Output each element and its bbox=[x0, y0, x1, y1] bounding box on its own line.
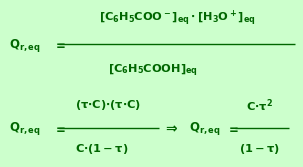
Text: $\mathbf{C{\cdot}\tau^2}$: $\mathbf{C{\cdot}\tau^2}$ bbox=[246, 97, 272, 114]
Text: $\mathbf{(\tau{\cdot}C){\cdot}(\tau{\cdot}C)}$: $\mathbf{(\tau{\cdot}C){\cdot}(\tau{\cdo… bbox=[75, 98, 141, 112]
Text: $\mathbf{=}$: $\mathbf{=}$ bbox=[53, 38, 66, 51]
Text: $\mathbf{Q_{r,eq}}$: $\mathbf{Q_{r,eq}}$ bbox=[9, 37, 41, 54]
Text: $\mathbf{C{\cdot}(1-\tau)}$: $\mathbf{C{\cdot}(1-\tau)}$ bbox=[75, 142, 128, 156]
Text: $\mathbf{Q_{r,eq}}$: $\mathbf{Q_{r,eq}}$ bbox=[9, 120, 41, 137]
Text: $\mathbf{[C_6H_5COO^-]_{eq} \cdot [H_3O^+]_{eq}}$: $\mathbf{[C_6H_5COO^-]_{eq} \cdot [H_3O^… bbox=[99, 9, 255, 28]
Text: $\mathbf{(1-\tau)}$: $\mathbf{(1-\tau)}$ bbox=[239, 142, 279, 156]
Text: $\mathbf{=}$: $\mathbf{=}$ bbox=[226, 122, 239, 135]
Text: $\mathbf{Q_{r,eq}}$: $\mathbf{Q_{r,eq}}$ bbox=[189, 120, 221, 137]
Text: $\mathbf{[C_6H_5COOH]_{eq}}$: $\mathbf{[C_6H_5COOH]_{eq}}$ bbox=[108, 63, 198, 79]
Text: $\mathbf{=}$: $\mathbf{=}$ bbox=[53, 122, 66, 135]
Text: $\mathbf{\Rightarrow}$: $\mathbf{\Rightarrow}$ bbox=[163, 122, 179, 136]
